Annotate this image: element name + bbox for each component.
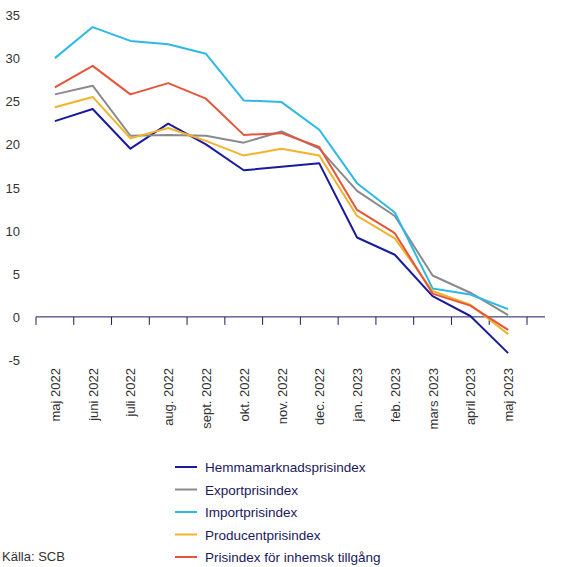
- series-line: [55, 27, 508, 309]
- legend-swatch: [175, 534, 197, 536]
- legend-swatch: [175, 556, 197, 558]
- y-tick-label: 20: [6, 137, 20, 152]
- x-tick-label: juli 2022: [123, 368, 138, 417]
- x-tick: [111, 317, 112, 325]
- x-tick: [375, 317, 376, 325]
- chart: -5 0 5 10 15 20 25 30 35 maj 2022 juni 2022 juli 20…: [0, 0, 567, 567]
- y-tick-label: 35: [6, 8, 20, 23]
- legend-label: Hemmamarknadsprisindex: [205, 460, 366, 475]
- legend-label: Exportprisindex: [205, 483, 298, 498]
- series-line: [55, 66, 508, 330]
- x-tick: [36, 317, 37, 325]
- x-tick-label: juni 2022: [86, 368, 101, 422]
- legend-swatch: [175, 489, 197, 491]
- x-tick-label: dec. 2022: [312, 368, 327, 425]
- series-line: [55, 86, 508, 315]
- y-tick-label: 15: [6, 181, 20, 196]
- legend-label: Importprisindex: [205, 505, 298, 520]
- x-tick-label: feb. 2023: [388, 368, 403, 422]
- series-group: [55, 27, 508, 353]
- x-tick: [527, 317, 528, 325]
- x-tick-label: maj 2022: [48, 368, 63, 421]
- x-tick: [187, 317, 188, 325]
- legend-label: Prisindex för inhemsk tillgång: [205, 550, 381, 565]
- y-tick-label: 0: [13, 310, 20, 325]
- y-tick-label: -5: [8, 353, 20, 368]
- x-tick: [300, 317, 301, 325]
- legend-swatch: [175, 511, 197, 513]
- x-tick: [451, 317, 452, 325]
- y-tick-label: 30: [6, 51, 20, 66]
- y-tick-label: 10: [6, 224, 20, 239]
- x-tick-label: april 2023: [463, 368, 478, 425]
- x-tick-label: maj 2023: [501, 368, 516, 421]
- series-line: [55, 109, 508, 353]
- x-tick-label: okt. 2022: [237, 368, 252, 422]
- legend-label: Producentprisindex: [205, 528, 321, 543]
- x-tick: [413, 317, 414, 325]
- x-tick: [262, 317, 263, 325]
- x-tick-label: aug. 2022: [161, 368, 176, 426]
- x-tick-label: nov. 2022: [275, 368, 290, 424]
- y-tick-label: 25: [6, 94, 20, 109]
- x-tick-label: sept. 2022: [199, 368, 214, 429]
- x-tick: [224, 317, 225, 325]
- legend-swatch: [175, 466, 197, 468]
- x-tick: [338, 317, 339, 325]
- x-tick-label: mars 2023: [426, 368, 441, 429]
- y-tick-label: 5: [13, 267, 20, 282]
- x-tick: [149, 317, 150, 325]
- x-tick-label: jan. 2023: [350, 368, 365, 423]
- x-tick: [73, 317, 74, 325]
- source: Källa: SCB: [2, 549, 65, 564]
- x-axis-line: [36, 316, 545, 317]
